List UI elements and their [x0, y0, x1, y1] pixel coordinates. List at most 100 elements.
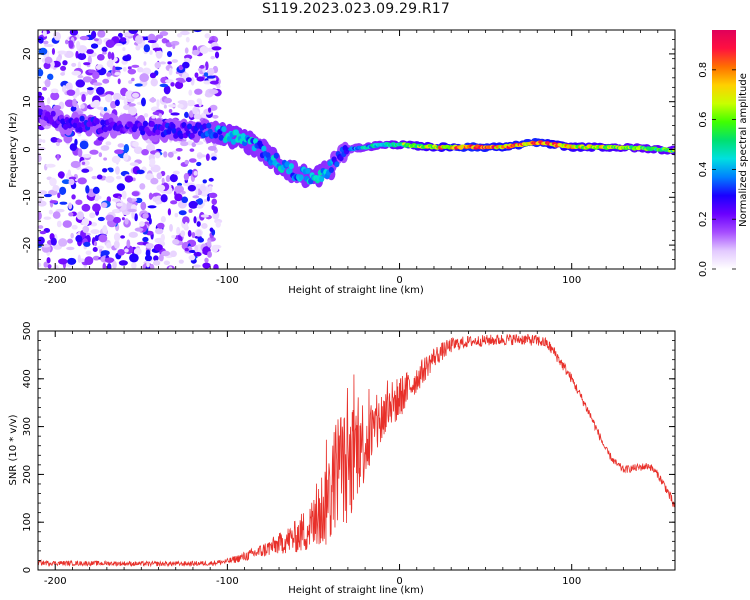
spectrogram-y-ticks: -20 -10 0 10 20	[22, 29, 675, 270]
spectrogram-noise-cell	[212, 114, 219, 119]
spectrogram-noise-cell	[136, 169, 145, 175]
snr-y-tick-label: 0	[22, 567, 33, 573]
spectrogram-noise-cell	[153, 243, 163, 251]
spectrogram-noise-cell	[105, 175, 115, 183]
spectrogram-noise-cell	[38, 36, 44, 44]
spectrogram-noise-cell	[90, 43, 99, 49]
spectrogram-noise-cell	[64, 99, 75, 108]
snr-y-ticks: 0 100 200 300 400 500	[22, 321, 675, 573]
spectrogram-noise-cell	[181, 72, 190, 80]
spectrogram-ridge-cell	[671, 148, 675, 152]
spectrogram-noise-cell	[93, 139, 103, 146]
spectrogram-noise-cell	[58, 238, 68, 247]
spectrogram-noise-cell	[112, 193, 123, 199]
spectrogram-noise-cell	[189, 148, 195, 152]
spectrogram-noise-cell	[196, 204, 204, 209]
spectrogram-noise-cell	[124, 175, 134, 183]
spectrogram-noise-cell	[90, 30, 97, 39]
spectrogram-noise-cell	[165, 175, 171, 183]
spectrogram-noise-cell	[83, 62, 91, 66]
spectrogram-noise-cell	[175, 147, 183, 152]
spectrogram-noise-cell	[38, 68, 44, 77]
spectrogram-ridge-cell	[78, 126, 84, 133]
spectrogram-ridge-cell	[206, 122, 212, 129]
spectrogram-noise-cell	[38, 262, 42, 268]
spectrogram-noise-cell	[199, 185, 207, 192]
spectrogram-noise-cell	[131, 191, 140, 197]
spectrogram-noise-cell	[102, 168, 108, 173]
spectrogram-noise-cell	[64, 39, 69, 45]
spectrogram-noise-cell	[127, 106, 138, 116]
spectrogram-noise-cell	[42, 86, 48, 91]
spectrogram-noise-cell	[137, 67, 144, 73]
spectrogram-noise-cell	[208, 107, 212, 113]
spectrogram-noise-cell	[201, 223, 208, 229]
spectrogram-noise-cell	[123, 98, 128, 106]
spectrogram-ridge-cell	[284, 161, 290, 168]
spectrogram-noise-cell	[132, 141, 139, 148]
spectrogram-noise-cell	[45, 163, 56, 168]
spectrogram-noise-cell	[90, 222, 98, 227]
spectrogram-noise-cell	[140, 201, 147, 211]
spectrogram-noise-cell	[134, 213, 138, 222]
spectrogram-noise-cell	[77, 254, 81, 263]
spectrogram-noise-cell	[149, 72, 157, 79]
spectrogram-noise-cell	[61, 179, 71, 185]
spectrogram-noise-cell	[77, 52, 87, 61]
spectrogram-noise-cell	[168, 67, 173, 76]
spectrogram-noise-cell	[146, 260, 150, 268]
spectrogram-noise-cell	[145, 143, 156, 153]
spectrogram-noise-cell	[177, 156, 181, 161]
spectrogram-noise-cell	[111, 155, 121, 164]
spectrogram-noise-cell	[202, 179, 207, 184]
spectrogram-noise-cell	[61, 85, 67, 93]
spectrogram-noise-cell	[206, 75, 216, 79]
spectrogram-noise-cell	[85, 250, 92, 256]
spectrogram-noise-cell	[112, 216, 121, 224]
spectrogram-noise-cell	[183, 173, 189, 181]
spectrogram-noise-cell	[62, 220, 72, 228]
spectrogram-noise-cell	[81, 161, 86, 165]
spectrogram-ridge-cell	[79, 115, 85, 122]
spectrogram-noise-cell	[193, 30, 202, 33]
spectrogram-noise-cell	[75, 235, 83, 243]
spectrogram-noise-cell	[79, 35, 90, 41]
spectrogram-noise-cell	[82, 225, 90, 234]
spectrogram-noise-cell	[126, 197, 133, 203]
spectrogram-noise-cell	[188, 255, 196, 261]
spectrogram-ridge-cell	[72, 122, 78, 129]
spectrogram-noise-cell	[154, 152, 161, 159]
spectrogram-noise-cell	[207, 251, 212, 258]
spectrogram-noise-cell	[180, 141, 189, 147]
spectrogram-noise-cell	[133, 146, 143, 155]
spectrogram-noise-cell	[170, 200, 178, 205]
spectrogram-noise-cell	[43, 193, 52, 198]
spectrogram-x-tick-label: -100	[216, 275, 239, 286]
spectrogram-noise-cell	[128, 231, 138, 238]
spectrogram-noise-cell	[114, 99, 120, 107]
spectrogram-noise-cell	[206, 239, 212, 248]
spectrogram-noise-cell	[211, 46, 222, 51]
spectrogram-x-tick-label: 100	[562, 275, 581, 286]
spectrogram-noise-cell	[196, 161, 202, 167]
spectrogram-noise-cell	[47, 264, 52, 269]
spectrogram-ridge-cell	[265, 152, 271, 159]
spectrogram-noise-cell	[76, 211, 85, 220]
spectrogram-noise-cell	[96, 174, 103, 180]
spectrogram-noise-cell	[108, 168, 114, 173]
spectrogram-noise-cell	[71, 194, 76, 200]
spectrogram-noise-cell	[77, 75, 84, 79]
spectrogram-x-tick-label: -200	[44, 275, 67, 286]
spectrogram-noise-cell	[184, 247, 189, 252]
snr-y-axis-label: SNR (10 * v/v)	[8, 414, 19, 485]
spectrogram-noise-cell	[213, 264, 219, 269]
spectrogram-noise-cell	[97, 30, 106, 38]
spectrogram-noise-cell	[139, 73, 149, 83]
spectrogram-noise-cell	[202, 262, 211, 269]
spectrogram-noise-cell	[100, 250, 110, 256]
spectrogram-noise-cell	[134, 83, 143, 87]
spectrogram-noise-cell	[92, 255, 100, 261]
spectrogram-ridge-cell	[100, 119, 106, 126]
spectrogram-noise-cell	[43, 40, 49, 45]
spectrogram-heatmap	[38, 30, 675, 269]
